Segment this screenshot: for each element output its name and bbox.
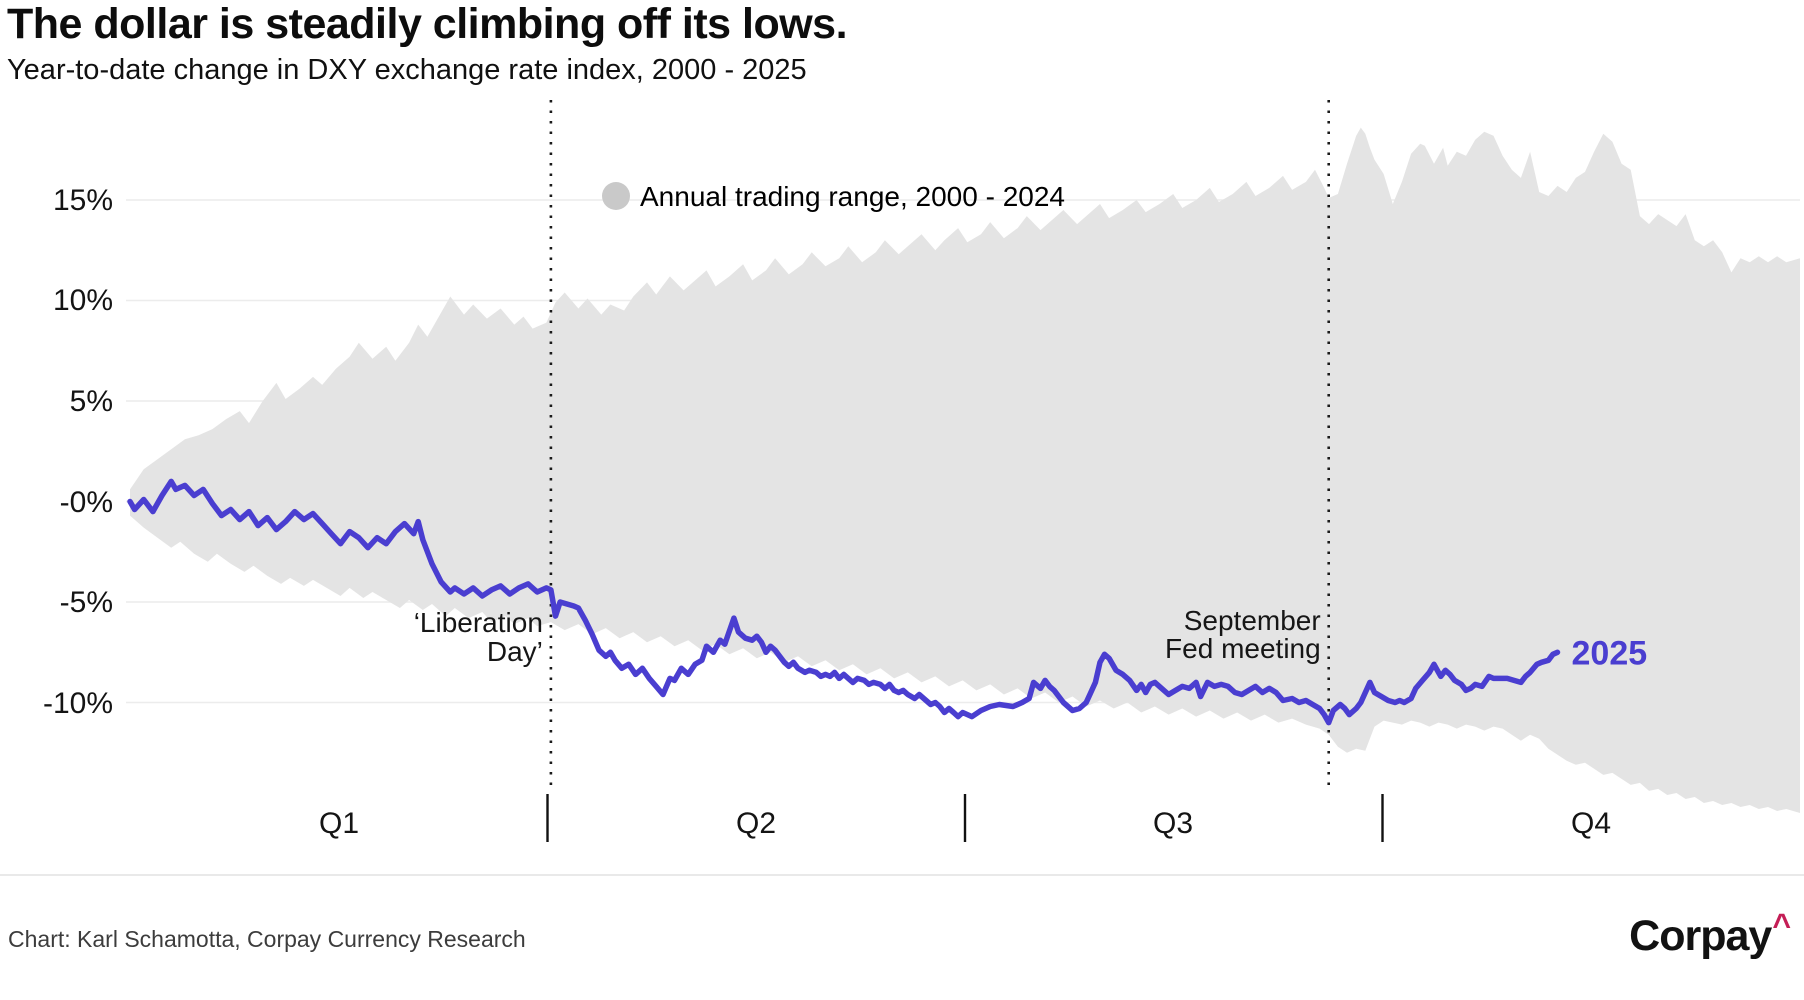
y-tick-10: 10% xyxy=(53,284,113,317)
chart-credit: Chart: Karl Schamotta, Corpay Currency R… xyxy=(8,926,526,952)
x-label-q1: Q1 xyxy=(319,807,359,840)
x-label-q3: Q3 xyxy=(1153,807,1193,840)
y-tick-n5: -5% xyxy=(60,586,113,619)
series-2025-label: 2025 xyxy=(1572,634,1648,672)
legend-dot-icon xyxy=(602,182,630,210)
liberation-day-label-line1: ‘Liberation xyxy=(414,607,543,638)
trading-range-band xyxy=(130,127,1800,814)
legend-label: Annual trading range, 2000 - 2024 xyxy=(640,181,1065,212)
quarter-ticks xyxy=(546,794,1384,842)
y-tick-0: -0% xyxy=(60,486,113,519)
line-2025 xyxy=(127,478,1561,726)
corpay-logo: Corpay^ xyxy=(1629,907,1791,961)
x-label-q2: Q2 xyxy=(736,807,776,840)
y-tick-15: 15% xyxy=(53,184,113,217)
x-axis-labels: Q1 Q2 Q3 Q4 xyxy=(319,807,1611,840)
y-axis-labels: 15% 10% 5% -0% -5% -10% xyxy=(43,184,113,720)
y-tick-5: 5% xyxy=(70,385,113,418)
annotation-fed-meeting: September Fed meeting xyxy=(1165,605,1321,664)
legend: Annual trading range, 2000 - 2024 xyxy=(602,181,1065,212)
corpay-caret-icon: ^ xyxy=(1772,907,1791,943)
fed-meeting-label-line2: Fed meeting xyxy=(1165,633,1321,664)
chart-header: The dollar is steadily climbing off its … xyxy=(7,0,848,87)
fed-meeting-label-line1: September xyxy=(1184,605,1321,636)
y-tick-n10: -10% xyxy=(43,687,113,720)
chart-title: The dollar is steadily climbing off its … xyxy=(7,0,848,48)
x-label-q4: Q4 xyxy=(1571,807,1611,840)
corpay-logo-text: Corpay xyxy=(1629,912,1772,960)
annotation-liberation-day: ‘Liberation Day’ xyxy=(414,607,543,667)
footer-divider xyxy=(0,874,1804,876)
liberation-day-label-line2: Day’ xyxy=(487,636,543,667)
chart-subtitle: Year-to-date change in DXY exchange rate… xyxy=(7,54,807,87)
